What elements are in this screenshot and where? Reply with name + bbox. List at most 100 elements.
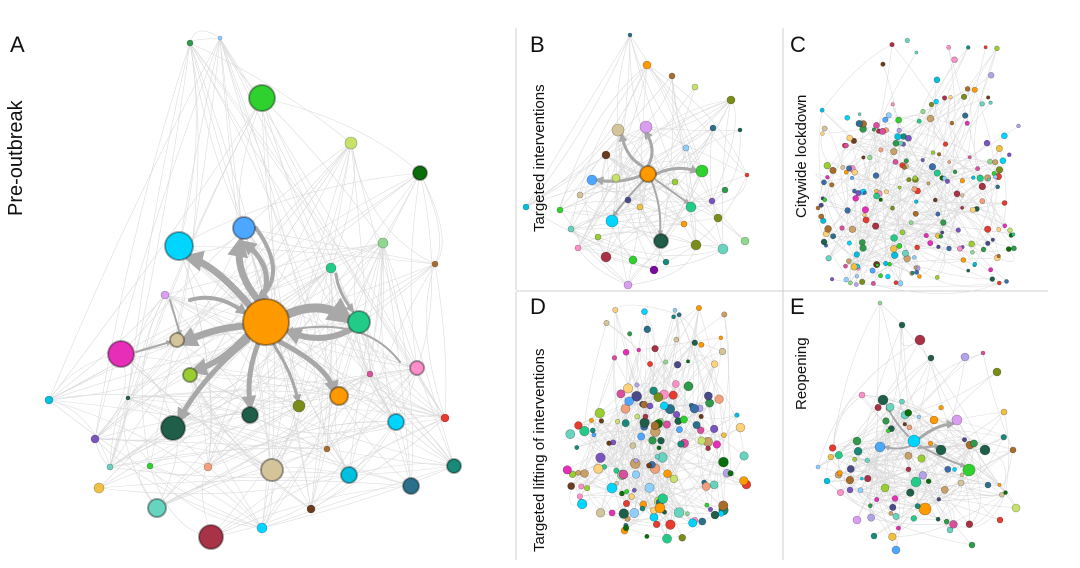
network-node	[925, 478, 932, 485]
network-node	[829, 182, 835, 188]
network-edge	[597, 231, 697, 246]
network-node	[595, 452, 606, 463]
network-edge	[904, 423, 954, 525]
network-node	[942, 175, 947, 181]
network-node	[818, 213, 825, 220]
network-edge	[892, 104, 984, 250]
network-node	[182, 367, 198, 383]
network-edge	[410, 172, 421, 369]
network-node	[916, 118, 922, 124]
panel-d-nodes	[562, 305, 752, 544]
network-edge	[48, 242, 384, 401]
network-node	[579, 426, 590, 437]
panel-dividers	[515, 28, 1048, 560]
panel-e-letter: E	[790, 294, 805, 319]
network-edge	[873, 48, 998, 284]
network-node	[853, 251, 860, 258]
network-edge	[579, 191, 685, 225]
network-edge	[381, 242, 397, 423]
network-edge	[674, 181, 746, 242]
network-node	[898, 321, 906, 329]
network-node	[992, 367, 1002, 377]
network-edge	[525, 64, 648, 208]
network-node	[562, 465, 572, 475]
network-edge	[627, 244, 697, 286]
network-edge	[900, 324, 931, 444]
network-node	[914, 503, 921, 510]
network-node	[996, 253, 1001, 259]
network-node	[934, 275, 940, 280]
network-node	[682, 144, 690, 152]
network-node	[933, 76, 941, 84]
network-node	[857, 112, 862, 116]
network-node	[988, 267, 994, 273]
network-node	[820, 131, 825, 136]
network-node	[846, 134, 854, 142]
panel-c-letter: C	[790, 32, 806, 57]
network-node	[718, 456, 729, 468]
network-node	[861, 206, 869, 214]
network-node	[662, 420, 672, 429]
network-node	[709, 124, 717, 132]
network-node	[985, 240, 991, 246]
network-edge	[629, 333, 668, 539]
network-node	[576, 493, 583, 500]
panel-a-nodes	[44, 35, 462, 550]
network-node	[874, 441, 886, 453]
network-edge	[833, 394, 863, 456]
network-node	[232, 216, 256, 240]
network-node	[576, 191, 584, 199]
network-node	[905, 466, 912, 473]
network-edge	[601, 420, 668, 474]
network-node	[603, 320, 610, 327]
network-edge	[605, 154, 676, 183]
network-node	[695, 164, 709, 178]
network-node	[366, 370, 374, 378]
network-edge	[678, 420, 713, 510]
network-node	[893, 280, 899, 286]
network-edge	[127, 367, 418, 399]
network-edge	[823, 178, 963, 209]
panel-b-background-edges	[525, 34, 748, 286]
network-edge	[109, 97, 263, 468]
network-edge	[606, 322, 677, 415]
network-edge	[617, 329, 648, 422]
network-node	[938, 234, 944, 239]
network-edge	[892, 494, 1002, 538]
network-edge	[870, 420, 887, 518]
flow-edge	[283, 327, 353, 345]
network-node	[649, 512, 659, 522]
network-node	[574, 421, 583, 430]
network-edge	[856, 440, 947, 522]
network-node	[980, 246, 987, 253]
network-node	[739, 476, 749, 486]
network-edge	[908, 371, 998, 414]
network-node	[888, 511, 894, 516]
network-edge	[239, 97, 263, 229]
network-node	[995, 166, 1004, 174]
network-node	[718, 500, 729, 511]
panel-b-letter: B	[530, 32, 545, 57]
network-node	[169, 332, 185, 348]
network-edge	[884, 449, 1014, 489]
network-node	[890, 245, 898, 253]
network-node	[828, 444, 837, 452]
network-edge	[854, 161, 906, 173]
network-node	[853, 282, 859, 287]
network-node	[927, 354, 935, 362]
network-node	[846, 465, 855, 473]
network-node	[644, 482, 655, 493]
network-node	[940, 219, 947, 226]
network-edge	[605, 99, 732, 258]
network-node	[735, 422, 746, 433]
network-node	[815, 205, 821, 211]
network-node	[935, 516, 941, 522]
network-node	[940, 485, 949, 494]
network-node	[242, 298, 290, 346]
network-node	[885, 112, 892, 119]
network-node	[892, 158, 899, 165]
network-edge	[189, 374, 312, 510]
network-edge	[665, 174, 748, 263]
network-node	[665, 519, 676, 530]
network-node	[709, 480, 719, 490]
